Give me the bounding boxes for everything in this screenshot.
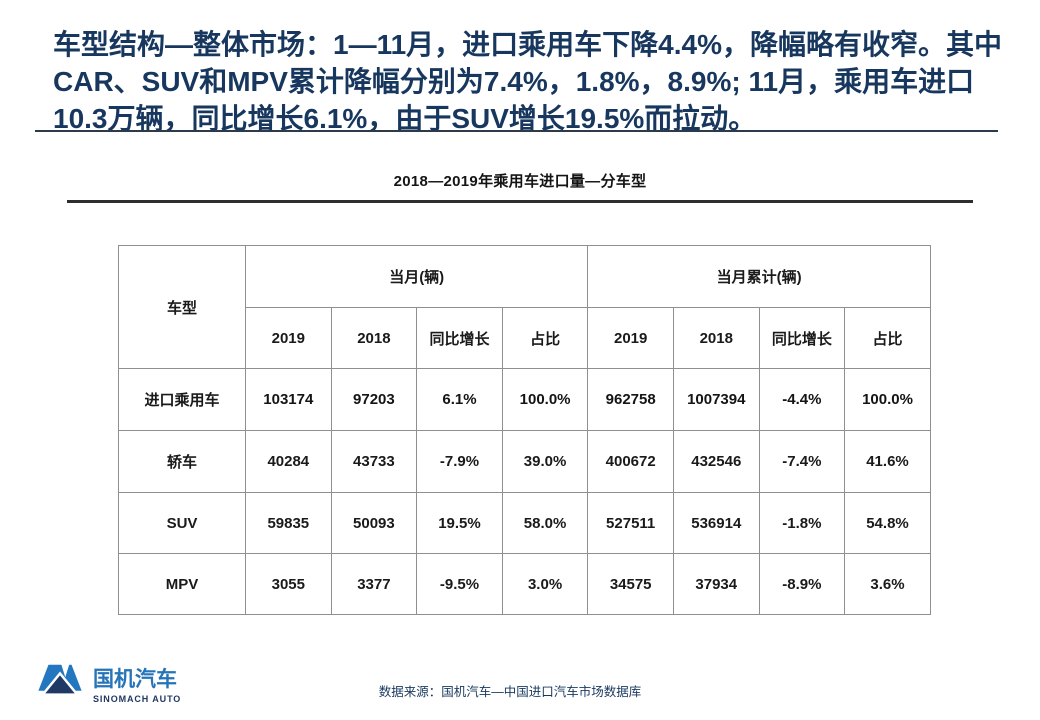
col-group-cumulative: 当月累计(辆) bbox=[587, 245, 931, 308]
row-label: SUV bbox=[118, 492, 246, 554]
cell-value: 103174 bbox=[245, 368, 332, 431]
slide-title-line-1: 车型结构—整体市场：1—11月，进口乘用车下降4.4%，降幅略有收窄。其中 bbox=[53, 29, 1002, 60]
cell-value: -7.9% bbox=[416, 430, 503, 493]
cell-value: 3377 bbox=[330, 553, 418, 615]
cell-value: 50093 bbox=[330, 492, 418, 554]
sub-header-2018-month: 2018 bbox=[330, 307, 418, 369]
chart-title-underline-divider bbox=[67, 200, 973, 203]
slide-title-line-2: CAR、SUV和MPV累计降幅分别为7.4%，1.8%，8.9%; 11月，乘用… bbox=[53, 66, 975, 97]
row-label: 轿车 bbox=[118, 430, 246, 493]
slide-title: 车型结构—整体市场：1—11月，进口乘用车下降4.4%，降幅略有收窄。其中 CA… bbox=[53, 26, 1002, 137]
cell-value: -8.9% bbox=[758, 553, 846, 615]
logo-name-english: SINOMACH AUTO bbox=[93, 694, 182, 704]
table-row-suv: SUV 59835 50093 19.5% 58.0% 527511 53691… bbox=[118, 492, 931, 554]
cell-value: 100.0% bbox=[501, 368, 589, 431]
sinomach-mountain-logo-icon bbox=[36, 659, 84, 714]
sub-header-2018-cumulative: 2018 bbox=[672, 307, 760, 369]
cell-value: 97203 bbox=[330, 368, 418, 431]
cell-value: -7.4% bbox=[758, 430, 846, 493]
data-source-note: 数据来源：国机汽车—中国进口汽车市场数据库 bbox=[378, 685, 642, 699]
company-logo: 国机汽车 SINOMACH AUTO bbox=[36, 659, 181, 714]
cell-value: 3055 bbox=[245, 553, 332, 615]
cell-value: 3.6% bbox=[844, 553, 931, 615]
table-row-mpv: MPV 3055 3377 -9.5% 3.0% 34575 37934 -8.… bbox=[118, 553, 931, 615]
chart-title: 2018—2019年乘用车进口量—分车型 bbox=[393, 173, 647, 190]
slide-title-line-3: 10.3万辆，同比增长6.1%，由于SUV增长19.5%而拉动。 bbox=[53, 103, 757, 134]
cell-value: 59835 bbox=[245, 492, 332, 554]
cell-value: 19.5% bbox=[416, 492, 503, 554]
cell-value: 41.6% bbox=[844, 430, 931, 493]
cell-value: 58.0% bbox=[501, 492, 589, 554]
table-row-sedan: 轿车 40284 43733 -7.9% 39.0% 400672 432546… bbox=[118, 430, 931, 493]
cell-value: 962758 bbox=[587, 368, 674, 431]
cell-value: -9.5% bbox=[416, 553, 503, 615]
cell-value: 40284 bbox=[245, 430, 332, 493]
sub-header-2019-cumulative: 2019 bbox=[587, 307, 674, 369]
col-header-vehicle-type: 车型 bbox=[118, 245, 246, 369]
logo-name-chinese: 国机汽车 bbox=[93, 668, 177, 691]
col-group-current-month: 当月(辆) bbox=[244, 245, 589, 308]
row-label: 进口乘用车 bbox=[118, 368, 246, 431]
title-underline-divider bbox=[35, 130, 998, 132]
cell-value: 3.0% bbox=[501, 553, 589, 615]
table-row-imported-passenger-cars: 进口乘用车 103174 97203 6.1% 100.0% 962758 10… bbox=[118, 368, 931, 431]
import-volume-table: 车型 当月(辆) 当月累计(辆) 2019 2018 同比增长 占比 2019 … bbox=[118, 245, 931, 615]
cell-value: 43733 bbox=[330, 430, 418, 493]
cell-value: 100.0% bbox=[844, 368, 931, 431]
cell-value: 6.1% bbox=[416, 368, 503, 431]
cell-value: 527511 bbox=[587, 492, 674, 554]
cell-value: 400672 bbox=[587, 430, 674, 493]
cell-value: -4.4% bbox=[758, 368, 846, 431]
sub-header-share-month: 占比 bbox=[501, 307, 589, 369]
cell-value: 34575 bbox=[587, 553, 674, 615]
cell-value: 39.0% bbox=[501, 430, 589, 493]
sub-header-yoy-cumulative: 同比增长 bbox=[758, 307, 846, 369]
row-label: MPV bbox=[118, 553, 246, 615]
cell-value: 54.8% bbox=[844, 492, 931, 554]
cell-value: 37934 bbox=[672, 553, 760, 615]
cell-value: 432546 bbox=[672, 430, 760, 493]
logo-text: 国机汽车 SINOMACH AUTO bbox=[93, 669, 181, 704]
cell-value: -1.8% bbox=[758, 492, 846, 554]
sub-header-yoy-month: 同比增长 bbox=[416, 307, 503, 369]
sub-header-2019-month: 2019 bbox=[245, 307, 332, 369]
cell-value: 536914 bbox=[672, 492, 760, 554]
sub-header-share-cumulative: 占比 bbox=[844, 307, 931, 369]
cell-value: 1007394 bbox=[672, 368, 760, 431]
